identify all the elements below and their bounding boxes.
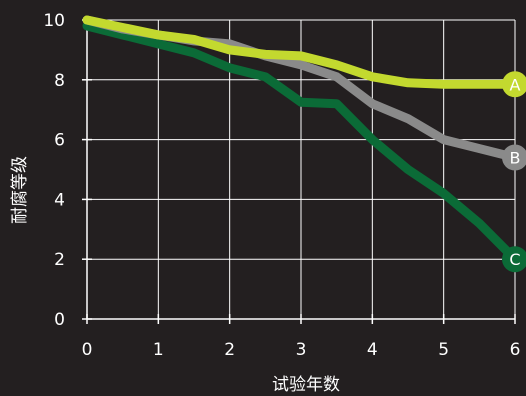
y-tick-label: 0 [54,310,65,330]
series-end-labels: C B A [502,71,526,273]
y-tick-label: 10 [43,11,65,31]
x-tick-label: 0 [82,340,93,360]
series-label-c: C [509,250,520,269]
y-axis-label: 耐腐等级 [10,156,30,224]
x-tick-label: 1 [153,340,164,360]
x-tick-label: 4 [367,340,378,360]
y-tick-label: 6 [54,131,65,151]
series-label-marker-c [502,246,526,273]
series-line-c [82,21,520,264]
y-tick-label: 2 [54,250,65,270]
x-tick-label: 5 [438,340,449,360]
x-axis-label: 试验年数 [272,375,340,395]
series-label-a: A [510,75,521,94]
x-tick-label: 6 [510,340,521,360]
y-tick-label: 8 [54,71,65,91]
series-label-marker-b [502,144,526,171]
x-tick-label: 3 [296,340,307,360]
y-tick-label: 4 [54,190,65,210]
series-label-marker-a [502,71,526,98]
series-lines [82,15,520,264]
series-line-a [82,15,520,89]
x-tick-label: 2 [224,340,235,360]
axes: 0 1 2 3 4 5 6 0 2 4 6 8 10 [43,11,520,360]
series-label-b: B [510,149,521,168]
